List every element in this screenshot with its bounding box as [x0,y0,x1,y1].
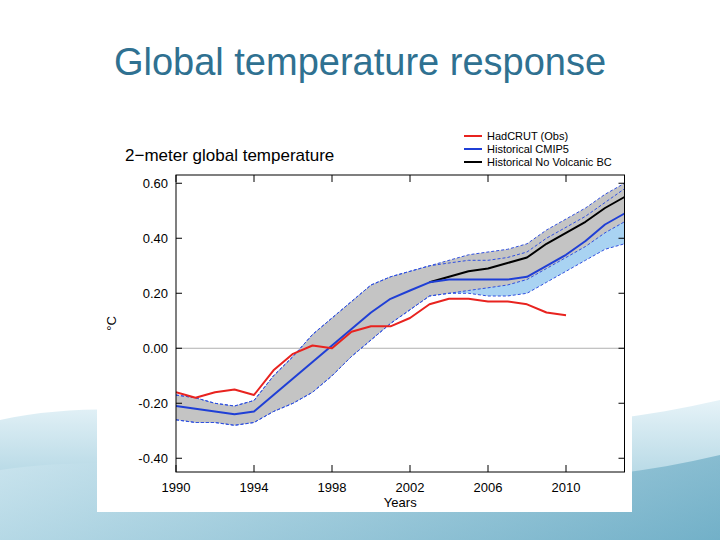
y-tick [176,348,182,349]
x-tick-label: 1994 [240,480,269,495]
y-tick-label: 0.40 [143,231,168,246]
y-tick-label: 0.00 [143,341,168,356]
y-tick [619,458,625,459]
legend-label: HadCRUT (Obs) [487,130,568,142]
x-tick [566,465,567,472]
x-tick-label: 2006 [474,480,503,495]
x-tick [254,465,255,472]
x-tick [176,465,177,472]
x-tick [488,465,489,472]
x-tick [254,175,255,182]
y-tick [619,183,625,184]
x-tick [488,175,489,182]
x-tick [332,175,333,182]
x-tick [410,465,411,472]
y-tick [619,403,625,404]
y-tick-label: -0.20 [138,396,168,411]
y-tick [176,403,182,404]
x-tick-label: 1990 [162,480,191,495]
x-tick [410,175,411,182]
y-tick [176,458,182,459]
x-tick [332,465,333,472]
y-axis-label: °C [104,316,119,331]
plot-frame [176,175,625,472]
legend-label: Historical No Volcanic BC [487,156,612,168]
slide: Global temperature response -0.40 -0.20 0.0… [0,0,720,540]
y-tick [176,183,182,184]
slide-title: Global temperature response [114,41,606,83]
series-line [176,214,625,415]
spread-band [176,183,625,425]
x-tick-label: 2010 [552,480,581,495]
band-edge [176,244,625,425]
legend-swatch [464,161,482,163]
chart-panel [97,128,632,512]
background [0,0,720,540]
y-tick [619,293,625,294]
zero-line [176,348,625,349]
x-tick [176,175,177,182]
band-edge [176,222,625,425]
x-tick-label: 1998 [318,480,347,495]
y-tick [619,348,625,349]
band-edge [176,189,625,406]
y-tick-label: -0.40 [138,451,168,466]
series-line [430,197,625,282]
x-tick-label: 2002 [396,480,425,495]
chart-title: 2−meter global temperature [125,146,334,165]
x-axis-label: Years [384,495,417,510]
legend-swatch [464,148,482,150]
y-tick [176,293,182,294]
series-line [176,299,566,398]
y-tick-label: 0.20 [143,286,168,301]
y-tick [619,238,625,239]
x-tick [566,175,567,182]
legend-swatch [464,135,482,137]
legend-label: Historical CMIP5 [487,143,569,155]
plot-area [176,183,625,425]
y-tick [176,238,182,239]
y-tick-label: 0.60 [143,176,168,191]
